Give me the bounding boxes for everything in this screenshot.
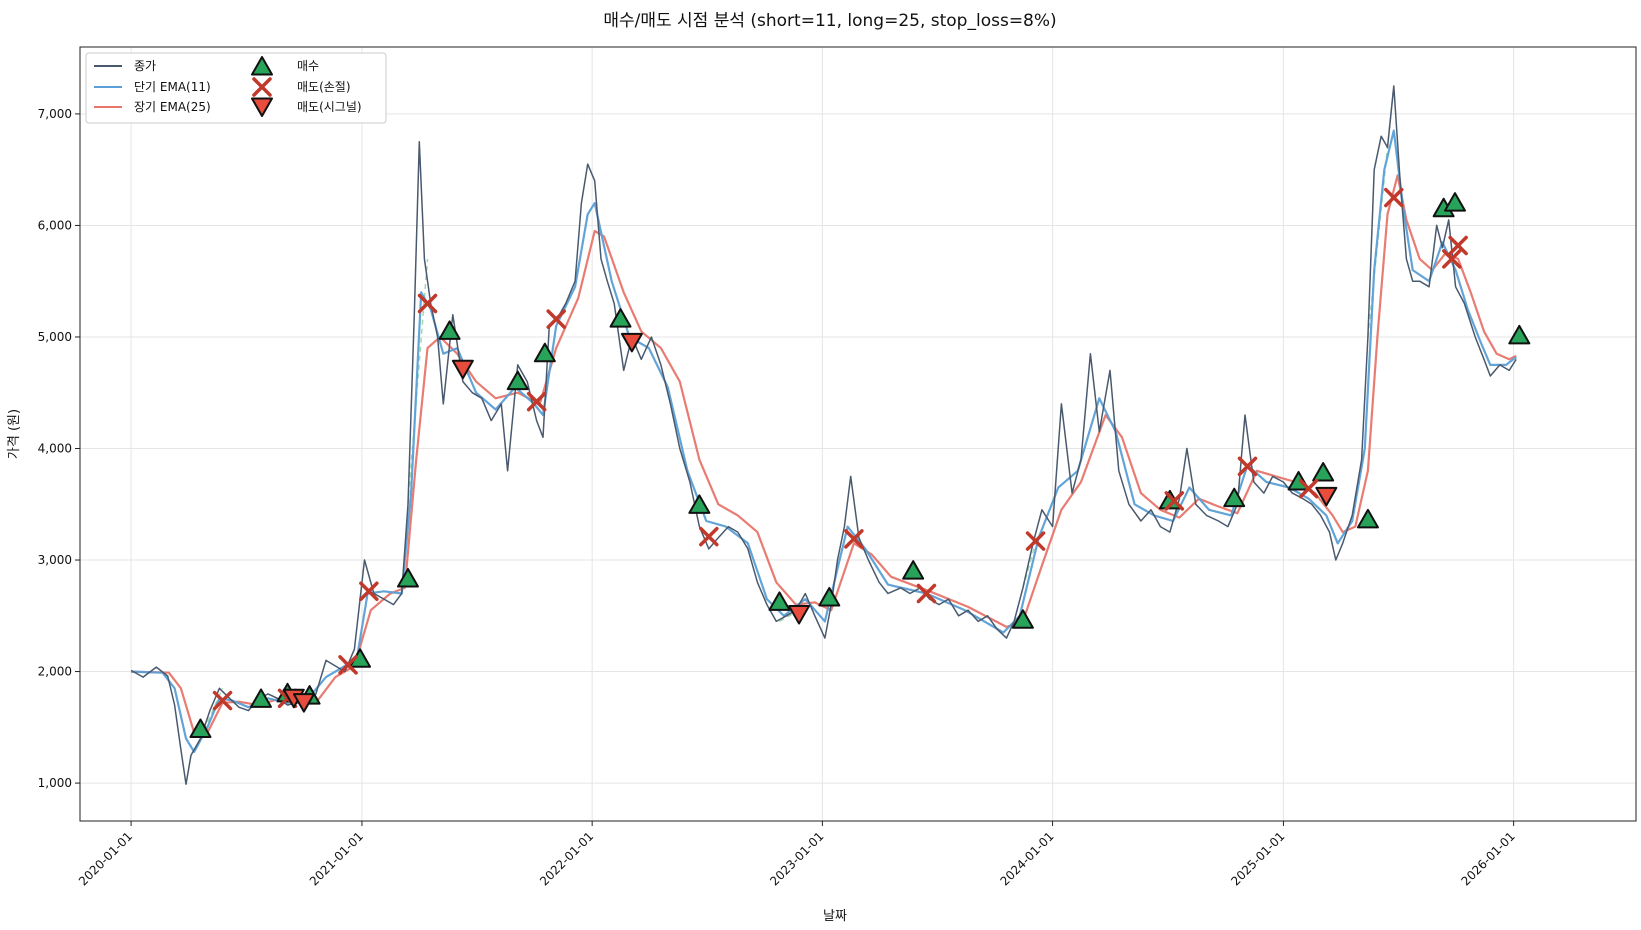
sell-stop-marker: [844, 529, 864, 549]
sell-stop-marker: [1164, 491, 1185, 511]
legend-close-label: 종가: [134, 59, 156, 73]
sell-stop-stroke: [1442, 249, 1462, 269]
sell-signal-marker: [620, 332, 643, 353]
sell-signal-marker: [292, 693, 315, 713]
legend-sell-stop-marker: [252, 77, 272, 97]
legend-buy-label: 매수: [297, 59, 319, 73]
grid: [80, 47, 1636, 821]
buy-marker: [688, 494, 711, 514]
legend-sell-signal-shape: [251, 97, 273, 117]
sell-stop-stroke: [359, 581, 379, 602]
y-tick-label: 1,000: [38, 776, 72, 790]
legend-ema-long-label: 장기 EMA(25): [134, 100, 211, 114]
buy-marker: [1443, 192, 1466, 212]
buy-marker: [250, 688, 273, 708]
sell-stop-marker: [338, 655, 358, 675]
legend-buy-marker: [251, 56, 273, 76]
buy-marker: [1312, 462, 1335, 482]
y-tick-label: 2,000: [38, 665, 72, 679]
sell-stop-stroke: [1298, 478, 1319, 499]
sell-stop-stroke: [844, 529, 864, 549]
buy-marker: [768, 591, 791, 611]
sell-signal-marker: [1315, 486, 1338, 507]
sell-stop-marker: [359, 581, 379, 602]
sell-stop-marker: [699, 526, 719, 547]
legend-ema-short-label: 단기 EMA(11): [134, 80, 211, 94]
sell-stop-stroke: [417, 293, 438, 314]
sell-stop-marker: [417, 293, 438, 314]
chart-title: 매수/매도 시점 분석 (short=11, long=25, stop_los…: [603, 11, 1056, 31]
sell-stop-stroke: [338, 655, 358, 675]
legend-sell-stop-shape: [252, 77, 272, 97]
legend-buy-shape: [251, 56, 273, 76]
x-tick-label: 2020-01-01: [76, 829, 135, 888]
y-axis-ticks: 1,000 2,000 3,000 4,000 5,000 6,000 7,000: [38, 107, 80, 790]
x-tick-label: 2022-01-01: [537, 829, 596, 888]
sell-stop-marker: [1448, 235, 1468, 256]
sell-stop-stroke: [1384, 187, 1404, 208]
x-axis-label: 날짜: [823, 909, 847, 924]
legend: 종가 단기 EMA(11) 장기 EMA(25) 매수 매도(손절) 매도(시그…: [85, 52, 387, 124]
sell-stop-marker: [916, 583, 937, 604]
holding-span: [1022, 543, 1037, 589]
buy-marker: [533, 342, 556, 363]
series-lines: [130, 85, 1517, 785]
sell-stop-stroke: [916, 583, 937, 604]
y-tick-label: 5,000: [38, 330, 72, 344]
x-tick-label: 2024-01-01: [997, 829, 1056, 888]
legend-sell-stop-label: 매도(손절): [297, 80, 351, 94]
y-tick-label: 6,000: [38, 218, 72, 232]
y-tick-label: 3,000: [38, 553, 72, 567]
sell-stop-marker: [1025, 531, 1046, 551]
sell-stop-stroke: [212, 690, 233, 711]
sell-stop-stroke: [1025, 531, 1046, 551]
sell-stop-marker: [546, 309, 566, 329]
sell-stop-stroke: [1448, 235, 1468, 256]
buy-marker: [506, 370, 529, 391]
series-line-ema-short: [131, 129, 1517, 754]
sell-stop-stroke: [546, 309, 566, 329]
sell-stop-marker: [1237, 456, 1258, 477]
x-tick-label: 2021-01-01: [307, 829, 366, 888]
series-line-close: [130, 85, 1517, 785]
buy-marker: [1508, 324, 1531, 345]
y-tick-label: 4,000: [38, 441, 72, 455]
buy-marker: [189, 718, 212, 739]
sell-stop-marker: [1442, 249, 1462, 269]
sell-stop-marker: [1384, 187, 1404, 208]
legend-box: [85, 52, 387, 124]
x-tick-label: 2023-01-01: [767, 829, 826, 888]
series-line-ema-long: [131, 174, 1517, 735]
sell-stop-stroke: [252, 77, 272, 97]
sell-stop-stroke: [699, 526, 719, 547]
y-tick-label: 7,000: [38, 107, 72, 121]
x-tick-label: 2025-01-01: [1228, 829, 1287, 888]
sell-signal-marker: [451, 359, 474, 380]
buy-marker: [609, 308, 632, 328]
plot-area-frame: [79, 46, 1637, 822]
sell-stop-stroke: [1164, 491, 1185, 511]
legend-sell-signal-label: 매도(시그널): [297, 100, 362, 114]
y-axis-label: 가격 (원): [7, 409, 22, 459]
legend-sell-signal-marker: [251, 97, 273, 117]
sell-stop-marker: [526, 391, 547, 412]
buy-marker: [396, 567, 419, 588]
sell-stop-stroke: [526, 391, 547, 412]
sell-stop-marker: [212, 690, 233, 711]
holding-periods: [199, 85, 1395, 739]
x-axis-ticks: 2020-01-01 2021-01-01 2022-01-01 2023-01-01…: [76, 821, 1518, 888]
buy-marker: [438, 320, 461, 340]
x-tick-label: 2026-01-01: [1459, 829, 1518, 888]
trade-markers: [189, 187, 1531, 739]
buy-marker: [902, 560, 925, 580]
buy-marker: [1356, 508, 1379, 529]
sell-stop-marker: [1298, 478, 1319, 499]
buy-marker: [818, 586, 841, 607]
sell-signal-marker: [788, 605, 811, 625]
buy-marker: [1011, 609, 1034, 629]
buy-marker: [1223, 487, 1246, 508]
sell-stop-stroke: [1237, 456, 1258, 477]
